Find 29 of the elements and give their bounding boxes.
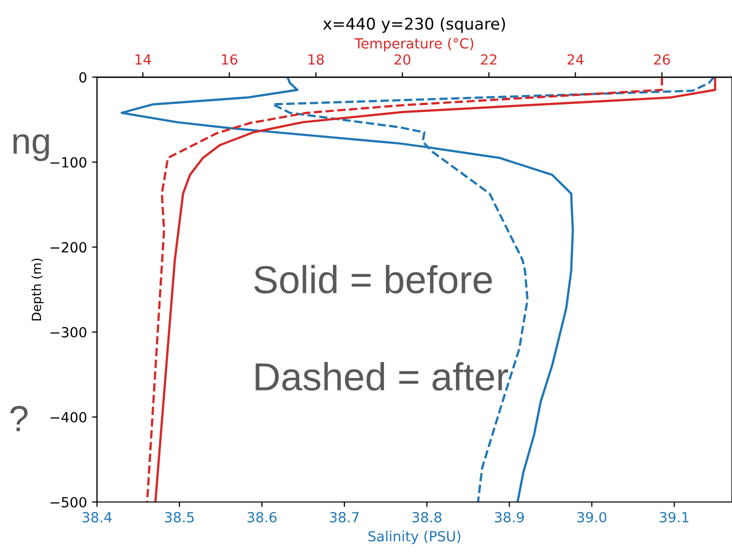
x-tick-label: 38.6 [248, 512, 277, 522]
x-tick-label: 39.1 [660, 512, 688, 522]
x2-axis-title: Temperature (°C) [354, 38, 474, 52]
x2-tick-label: 24 [568, 54, 584, 65]
x-tick-label: 38.4 [82, 512, 112, 522]
y-tick-label: −300 [50, 327, 86, 338]
x-tick-label: 38.8 [412, 512, 442, 522]
x-tick-label: 38.7 [330, 512, 359, 522]
y-tick-label: 0 [79, 72, 86, 83]
y-tick-label: −200 [50, 242, 86, 253]
x-tick-label: 38.5 [165, 512, 194, 522]
y-tick-label: −100 [50, 157, 86, 168]
y-tick-label: −500 [50, 496, 86, 508]
x2-tick-label: 18 [308, 54, 324, 65]
annotation: Dashed = after [256, 362, 508, 391]
annotation: Solid = before [254, 264, 492, 294]
x2-tick-label: 14 [136, 54, 151, 65]
y-tick-label: −400 [50, 412, 86, 422]
y-axis-title: Depth (m) [31, 258, 44, 320]
x2-tick-label: 22 [481, 54, 496, 65]
x2-tick-label: 16 [222, 54, 238, 65]
x2-tick-label: 26 [654, 54, 670, 65]
text: ? [10, 406, 28, 432]
x2-tick-label: 20 [394, 54, 410, 65]
x-tick-label: 38.9 [494, 512, 524, 522]
x-tick-label: 39.0 [577, 512, 606, 522]
chart-title: x=440 y=230 (square) [323, 17, 505, 33]
text: ng [13, 134, 49, 162]
x-axis-title: Salinity (PSU) [368, 530, 460, 544]
